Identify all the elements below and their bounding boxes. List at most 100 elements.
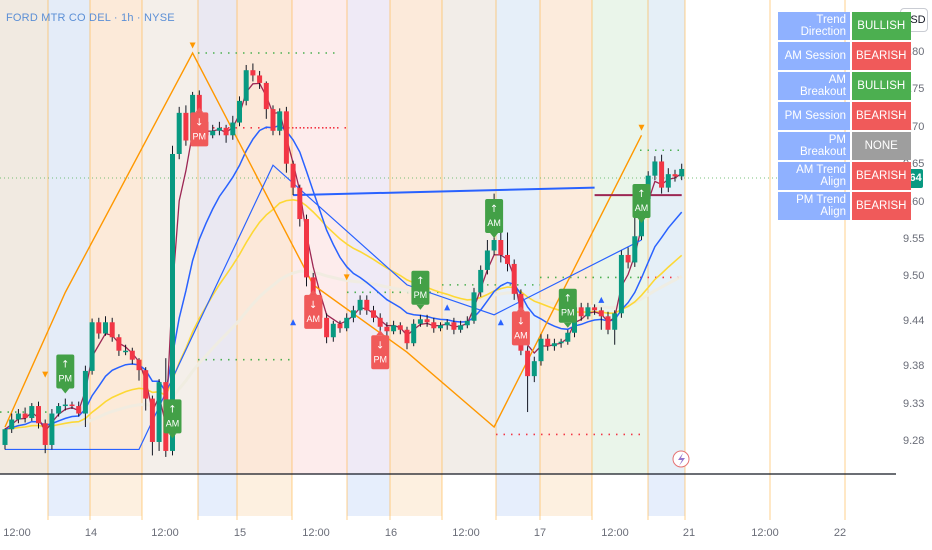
indicator-value: BEARISH xyxy=(852,42,911,70)
candle-body xyxy=(123,350,129,353)
candle-body xyxy=(605,316,611,330)
signal-text: PM xyxy=(59,374,73,384)
candle-body xyxy=(49,413,55,445)
candle-body xyxy=(36,406,41,424)
signal-pointer xyxy=(516,306,525,312)
signal-pointer xyxy=(637,218,646,223)
signal-box xyxy=(558,288,577,323)
candle-body xyxy=(464,320,470,326)
signal-up-pm: ↑ PM xyxy=(558,288,577,328)
signal-up-pm: ↑ PM xyxy=(56,354,75,394)
candle-body xyxy=(458,325,464,330)
indicator-row: AM Session BEARISH xyxy=(778,42,911,70)
signal-box xyxy=(190,112,209,147)
candle-body xyxy=(350,310,356,318)
candle-body xyxy=(22,413,28,419)
candle-body xyxy=(424,319,430,323)
candle-body xyxy=(679,168,685,177)
signal-text: AM xyxy=(635,203,649,213)
candle-body xyxy=(538,338,544,362)
price-tick-label: 9.38 xyxy=(903,360,925,373)
candle-body xyxy=(304,219,309,278)
candle-body xyxy=(96,322,102,334)
candle-body xyxy=(89,322,95,371)
price-tick-label: 9.55 xyxy=(903,233,925,245)
candle-body xyxy=(237,100,242,123)
time-tick-label: 12:00 xyxy=(452,527,480,539)
candle-body xyxy=(659,161,665,188)
indicator-row: PM Breakout NONE xyxy=(778,132,911,160)
price-tick-label: 9.28 xyxy=(903,434,925,447)
candle-body xyxy=(290,163,296,188)
candle-body xyxy=(665,174,671,188)
chart-title: FORD MTR CO DEL · 1h · NYSE xyxy=(6,12,175,24)
time-tick-label: 12:00 xyxy=(751,527,779,539)
session-band-lower xyxy=(390,474,442,516)
session-band xyxy=(0,0,48,474)
session-band-lower xyxy=(496,474,540,516)
session-band-lower xyxy=(648,474,685,516)
signal-pointer xyxy=(195,107,204,113)
candle-body xyxy=(565,332,571,342)
signal-down-pm: ↓ PM xyxy=(371,330,390,370)
pivot-triangle xyxy=(189,42,196,49)
session-band-lower xyxy=(48,474,90,516)
ma-mid-line xyxy=(4,124,683,430)
candle-body xyxy=(156,382,162,442)
candle-body xyxy=(136,359,142,371)
candle-body xyxy=(498,240,504,255)
candle-body xyxy=(551,343,557,347)
session-band xyxy=(90,0,142,474)
signal-text: AM xyxy=(514,330,528,340)
candle-body xyxy=(230,122,236,136)
time-tick-label: 15 xyxy=(233,527,247,539)
candle-body xyxy=(297,187,303,220)
candle-body xyxy=(585,307,591,317)
indicator-row: PM Session BEARISH xyxy=(778,102,911,130)
candle-body xyxy=(9,419,15,430)
candle-body xyxy=(625,254,631,263)
candle-body xyxy=(330,323,336,338)
indicator-row: Trend Direction BULLISH xyxy=(778,12,911,40)
pivot-triangle xyxy=(290,319,297,326)
candle-body xyxy=(578,307,584,317)
time-tick-label: 22 xyxy=(833,527,847,539)
candle-body xyxy=(384,326,390,332)
candle-body xyxy=(116,337,122,351)
signal-box xyxy=(632,184,651,218)
pivot-triangle xyxy=(497,319,504,326)
candle-body xyxy=(283,111,289,164)
signal-down-am: ↓ AM xyxy=(304,289,323,329)
candle-body xyxy=(223,127,229,136)
candle-body xyxy=(612,313,618,330)
signal-text: AM xyxy=(166,418,180,428)
signal-arrow-icon: ↑ xyxy=(416,276,424,287)
indicator-value: NONE xyxy=(852,132,911,160)
candle-body xyxy=(42,423,48,445)
signal-box xyxy=(485,198,504,233)
candle-body xyxy=(69,404,75,407)
signal-arrow-icon: ↑ xyxy=(490,204,498,215)
candle-body xyxy=(444,322,450,326)
signal-arrow-icon: ↓ xyxy=(309,300,317,311)
signal-text: PM xyxy=(373,354,387,364)
signal-box xyxy=(371,335,390,370)
candle-body xyxy=(371,310,376,318)
price-tick-label: 9.50 xyxy=(903,270,925,283)
candle-body xyxy=(176,112,182,154)
candle-body xyxy=(391,325,397,332)
indicator-label: AM Session xyxy=(778,42,850,70)
time-tick-label: 12:00 xyxy=(151,527,179,539)
candle-body xyxy=(632,236,638,263)
signal-box xyxy=(511,311,530,346)
signal-box xyxy=(411,270,430,305)
signal-up-pm: ↑ PM xyxy=(411,270,430,310)
candle-body xyxy=(451,322,457,330)
pivot-triangle xyxy=(444,304,451,311)
candle-body xyxy=(598,310,604,317)
candle-body xyxy=(257,75,263,83)
candle-body xyxy=(397,325,403,330)
signal-up-am: ↑ AM xyxy=(163,399,182,439)
